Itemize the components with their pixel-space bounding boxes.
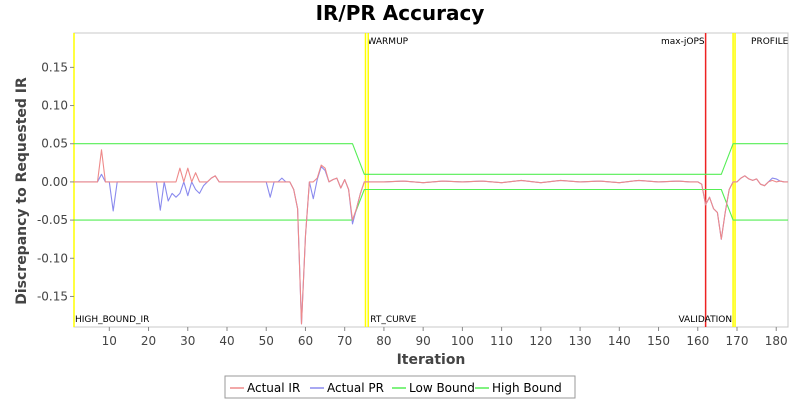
y-tick-label: -0.10: [37, 251, 68, 265]
series-group: [74, 143, 788, 325]
x-tick-label: 100: [451, 334, 474, 348]
series-line-actual-ir: [74, 149, 788, 325]
marker-label: VALIDATION: [678, 315, 732, 325]
y-tick-label: 0.00: [41, 175, 68, 189]
x-tick-label: 70: [337, 334, 352, 348]
y-tick-label: 0.05: [41, 137, 68, 151]
legend-label: Actual IR: [247, 381, 300, 395]
marker-label: max-jOPS: [661, 37, 705, 47]
x-tick-label: 130: [569, 334, 592, 348]
x-tick-label: 80: [376, 334, 391, 348]
x-tick-label: 120: [529, 334, 552, 348]
series-line-high-bound: [74, 143, 788, 175]
y-axis-label: Discrepancy to Requested IR: [14, 77, 30, 305]
x-axis-label: Iteration: [397, 352, 466, 368]
x-tick-label: 30: [180, 334, 195, 348]
marker-label: WARMUP: [367, 37, 408, 47]
x-tick-label: 110: [490, 334, 513, 348]
marker-label: HIGH_BOUND_IR: [75, 315, 149, 325]
chart-title: IR/PR Accuracy: [316, 1, 485, 25]
x-tick-label: 140: [608, 334, 631, 348]
y-tick-label: 0.15: [41, 60, 68, 74]
legend: Actual IR Actual PR Low Bound High Bound: [224, 375, 576, 399]
y-tick-label: -0.15: [37, 289, 68, 303]
x-tick-label: 60: [298, 334, 313, 348]
x-tick-label: 20: [141, 334, 156, 348]
legend-label: Actual PR: [327, 381, 384, 395]
legend-box: [224, 375, 576, 399]
marker-label: RT_CURVE: [370, 315, 416, 325]
y-axis: -0.15 -0.10 -0.05 0.00 0.05 0.10 0.15: [37, 60, 74, 303]
x-tick-label: 40: [219, 334, 234, 348]
x-tick-label: 50: [259, 334, 274, 348]
x-tick-label: 160: [686, 334, 709, 348]
marker-label: PROFILE: [751, 37, 789, 47]
x-tick-label: 170: [726, 334, 749, 348]
legend-label: Low Bound: [409, 381, 475, 395]
y-tick-label: -0.05: [37, 213, 68, 227]
x-tick-label: 150: [647, 334, 670, 348]
x-axis: 10 20 30 40 50 60 70 80 90 100 110 120 130 140 150 160 1…: [102, 327, 788, 348]
x-tick-label: 180: [765, 334, 788, 348]
y-tick-label: 0.10: [41, 99, 68, 113]
x-tick-label: 90: [416, 334, 431, 348]
x-tick-label: 10: [102, 334, 117, 348]
legend-label: High Bound: [492, 381, 562, 395]
marker-group: HIGH_BOUND_IR WARMUP RT_CURVE max-jOPS VALID…: [73, 33, 789, 327]
plot-area: [73, 32, 789, 328]
